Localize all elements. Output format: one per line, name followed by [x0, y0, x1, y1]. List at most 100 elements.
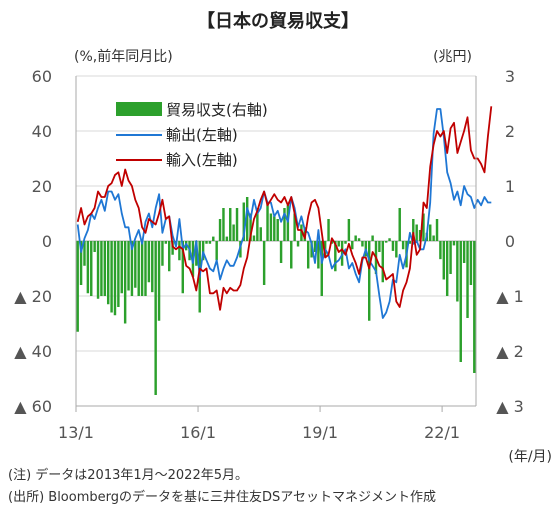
exports-line	[76, 108, 492, 319]
trade-balance-bar	[103, 241, 107, 296]
trade-balance-bar	[232, 224, 235, 241]
trade-balance-bar	[354, 235, 357, 241]
trade-balance-bar	[412, 219, 415, 241]
trade-balance-bar	[245, 197, 249, 241]
left-tick-label: ▲ 40	[14, 342, 52, 361]
trade-balance-bar	[306, 241, 310, 269]
trade-balance-bar	[452, 241, 456, 246]
x-tick-label: 13/1	[58, 423, 94, 442]
right-tick-label: 0	[505, 232, 515, 251]
trade-balance-bar	[205, 241, 208, 244]
trade-balance-bar	[384, 241, 388, 243]
right-tick-label: ▲ 3	[496, 397, 524, 416]
trade-balance-bar	[313, 241, 317, 252]
trade-balance-bar	[262, 241, 266, 285]
trade-balance-bar	[317, 241, 320, 269]
note-data-period: (注) データは2013年1月～2022年5月。	[8, 467, 248, 483]
trade-balance-bar	[445, 241, 449, 296]
trade-balance-bar	[293, 213, 296, 241]
trade-balance-bar	[147, 241, 151, 283]
legend-label-balance: 貿易収支(右軸)	[166, 101, 268, 119]
trade-balance-bar	[371, 235, 374, 241]
trade-balance-bar	[76, 241, 79, 332]
trade-balance-bar	[218, 219, 222, 241]
trade-balance-bar	[300, 224, 303, 241]
trade-balance-bar	[415, 224, 418, 241]
trade-balance-bar	[164, 241, 168, 244]
trade-balance-bar	[256, 208, 259, 241]
legend-swatch-balance	[116, 102, 162, 116]
trade-balance-bar	[222, 208, 225, 241]
trade-balance-bar	[212, 236, 215, 241]
trade-balance-bar	[171, 241, 174, 255]
trade-balance-bar	[154, 241, 157, 395]
x-axis-ticks: 13/1 16/1 19/1 22/1	[58, 406, 460, 442]
trade-balance-bar	[279, 241, 283, 263]
trade-balance-bar	[157, 241, 161, 321]
trade-balance-bar	[337, 241, 340, 247]
trade-balance-bar	[408, 241, 412, 244]
trade-balance-bar	[401, 241, 405, 250]
right-axis-ticks: 3 2 1 0 ▲ 1 ▲ 2 ▲ 3	[496, 67, 524, 416]
trade-balance-bar	[435, 219, 439, 241]
left-axis-unit: (%,前年同月比)	[74, 48, 173, 65]
trade-balance-bar	[184, 241, 188, 251]
trade-balance-bar	[235, 208, 239, 241]
left-tick-label: ▲ 20	[14, 287, 52, 306]
trade-balance-bar	[334, 241, 337, 272]
right-axis-unit: (兆円)	[433, 49, 472, 65]
trade-balance-bar	[391, 241, 395, 251]
trade-balance-bar	[144, 241, 147, 296]
trade-balance-bar	[110, 241, 113, 313]
left-tick-label: 40	[32, 122, 52, 141]
trade-balance-bar	[127, 241, 130, 291]
trade-balance-bar	[130, 241, 134, 296]
trade-balance-bar	[137, 241, 140, 296]
trade-balance-bar	[418, 230, 422, 241]
x-tick-label: 22/1	[424, 423, 460, 442]
trade-balance-bar	[442, 241, 446, 280]
trade-balance-bar	[79, 241, 83, 285]
trade-balance-bar	[195, 241, 198, 266]
trade-balance-bar	[429, 224, 432, 241]
trade-balance-bar	[422, 213, 425, 241]
plot-frame	[75, 76, 477, 407]
left-axis-ticks: 60 40 20 0 ▲ 20 ▲ 40 ▲ 60	[14, 67, 52, 416]
trade-balance-bar	[140, 241, 144, 296]
trade-balance-bar	[327, 219, 330, 241]
x-tick-label: 16/1	[180, 423, 216, 442]
trade-balance-bar	[90, 241, 93, 296]
trade-balance-bar	[249, 213, 252, 241]
trade-balance-bar	[368, 241, 371, 321]
trade-balance-bar	[432, 235, 435, 241]
trade-balance-bar	[201, 241, 205, 261]
trade-balance-bar	[117, 241, 120, 307]
trade-balance-bar	[229, 208, 232, 241]
trade-balance-bar	[283, 208, 286, 241]
trade-balance-bar	[266, 202, 269, 241]
right-tick-label: ▲ 2	[496, 342, 524, 361]
trade-balance-bar	[351, 241, 354, 250]
trade-balance-bar	[259, 227, 262, 241]
trade-balance-bar	[388, 238, 391, 241]
trade-balance-bar	[469, 241, 473, 285]
trade-balance-bar	[378, 241, 381, 252]
right-tick-label: 2	[505, 122, 515, 141]
imports-line	[76, 106, 493, 311]
trade-balance-bars	[76, 197, 476, 395]
legend: 貿易収支(右軸) 輸出(左軸) 輸入(左軸)	[116, 101, 268, 169]
note-source: (出所) Bloombergのデータを基に三井住友DSアセットマネジメント作成	[8, 489, 436, 505]
trade-balance-bar	[459, 241, 462, 362]
trade-balance-bar	[273, 216, 276, 241]
trade-balance-bar	[225, 236, 229, 241]
trade-balance-bar	[310, 241, 313, 258]
trade-balance-bar	[123, 241, 127, 324]
trade-balance-bar	[252, 235, 256, 241]
trade-balance-bar	[100, 241, 103, 296]
trade-balance-bar	[344, 241, 347, 244]
trade-balance-bar	[134, 241, 137, 288]
trade-balance-bar	[151, 241, 154, 293]
trade-balance-bar	[466, 241, 469, 318]
left-tick-label: 60	[32, 67, 52, 86]
trade-balance-bar	[242, 202, 246, 241]
